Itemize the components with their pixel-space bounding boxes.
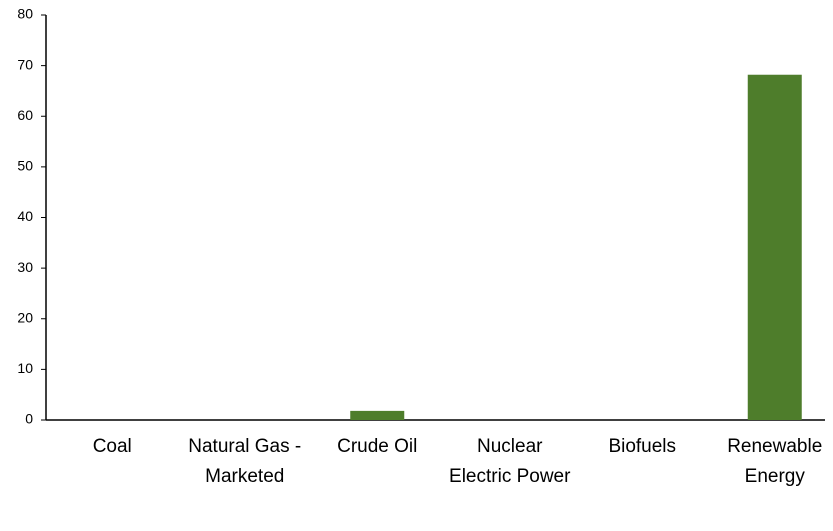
y-tick-label: 70 [17, 56, 33, 72]
bar [747, 74, 802, 421]
y-tick-label: 30 [17, 259, 33, 275]
y-tick-label: 10 [17, 360, 33, 376]
x-tick-label: Crude Oil [337, 436, 418, 457]
y-tick-label: 20 [17, 309, 33, 325]
x-tick-label: Nuclear Electric Power [449, 436, 571, 487]
bar [350, 410, 405, 420]
x-tick-label: Coal [92, 436, 132, 457]
y-tick-label: 50 [17, 158, 33, 174]
y-tick-label: 80 [17, 6, 33, 22]
x-tick-label: Renewable Energy [727, 436, 823, 487]
y-tick-label: 0 [25, 411, 33, 427]
y-tick-label: 60 [17, 107, 33, 123]
x-tick-label: Natural Gas - Marketed [188, 436, 302, 487]
x-tick-label: Biofuels [608, 436, 677, 457]
y-tick-label: 40 [17, 208, 33, 224]
